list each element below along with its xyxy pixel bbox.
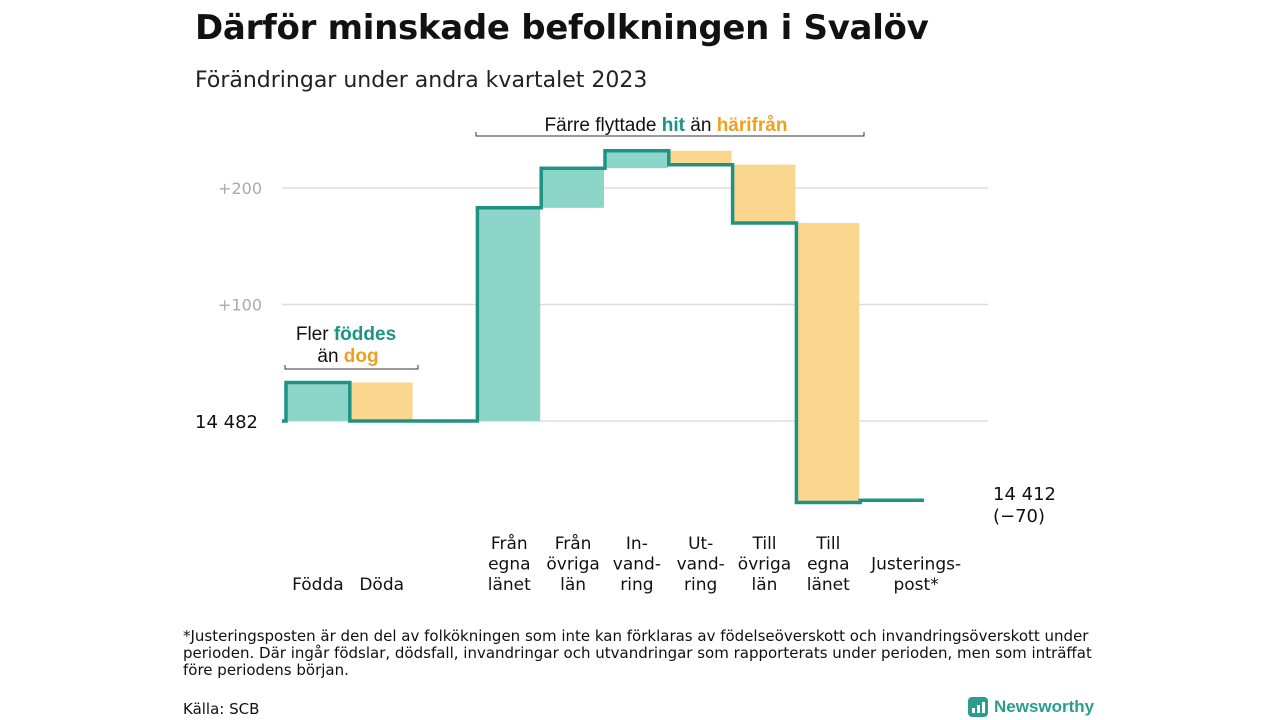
waterfall-bar <box>669 150 732 165</box>
waterfall-bar <box>606 150 668 169</box>
start-value-label: 14 482 <box>195 412 258 433</box>
waterfall-bar <box>733 164 796 223</box>
newsworthy-logo-icon <box>968 697 988 717</box>
category-label: Justerings-post* <box>870 555 961 596</box>
end-value-label: 14 412 <box>993 484 1056 505</box>
category-label: Från övriga län <box>546 533 599 595</box>
category-label: Födda <box>292 575 344 595</box>
annotation-migration: Färre flyttade hit än härifrån <box>545 115 788 136</box>
newsworthy-logo: Newsworthy <box>968 697 1094 717</box>
chart-title: Därför minskade befolkningen i Svalöv <box>195 8 929 48</box>
category-label: Döda <box>359 575 404 595</box>
category-label: Ut-vand-ring <box>677 534 725 595</box>
brand-name: Newsworthy <box>994 697 1095 716</box>
y-tick-label: +100 <box>218 296 262 315</box>
category-label: Till övriga län <box>738 534 791 595</box>
category-label: Från egna länet <box>488 533 531 595</box>
waterfall-bar <box>797 222 860 503</box>
waterfall-bar <box>287 382 349 421</box>
category-label: Till egna länet <box>807 534 850 595</box>
annotation-bracket <box>284 365 419 370</box>
source: Källa: SCB <box>183 700 260 718</box>
annotation-births-deaths-line2: än dog <box>317 346 378 367</box>
waterfall-bar <box>542 168 604 208</box>
end-change-label: (−70) <box>993 506 1045 527</box>
annotation-bracket <box>475 132 865 137</box>
running-total-line <box>282 148 924 505</box>
y-tick-label: +200 <box>218 179 262 198</box>
chart-subtitle: Förändringar under andra kvartalet 2023 <box>195 68 648 93</box>
waterfall-bar <box>350 382 413 421</box>
footnote: *Justeringsposten är den del av folkökni… <box>183 627 1092 679</box>
annotation-births-deaths: Fler föddes <box>296 324 396 345</box>
category-label: In-vand-ring <box>613 534 661 595</box>
waterfall-bar <box>478 207 541 421</box>
